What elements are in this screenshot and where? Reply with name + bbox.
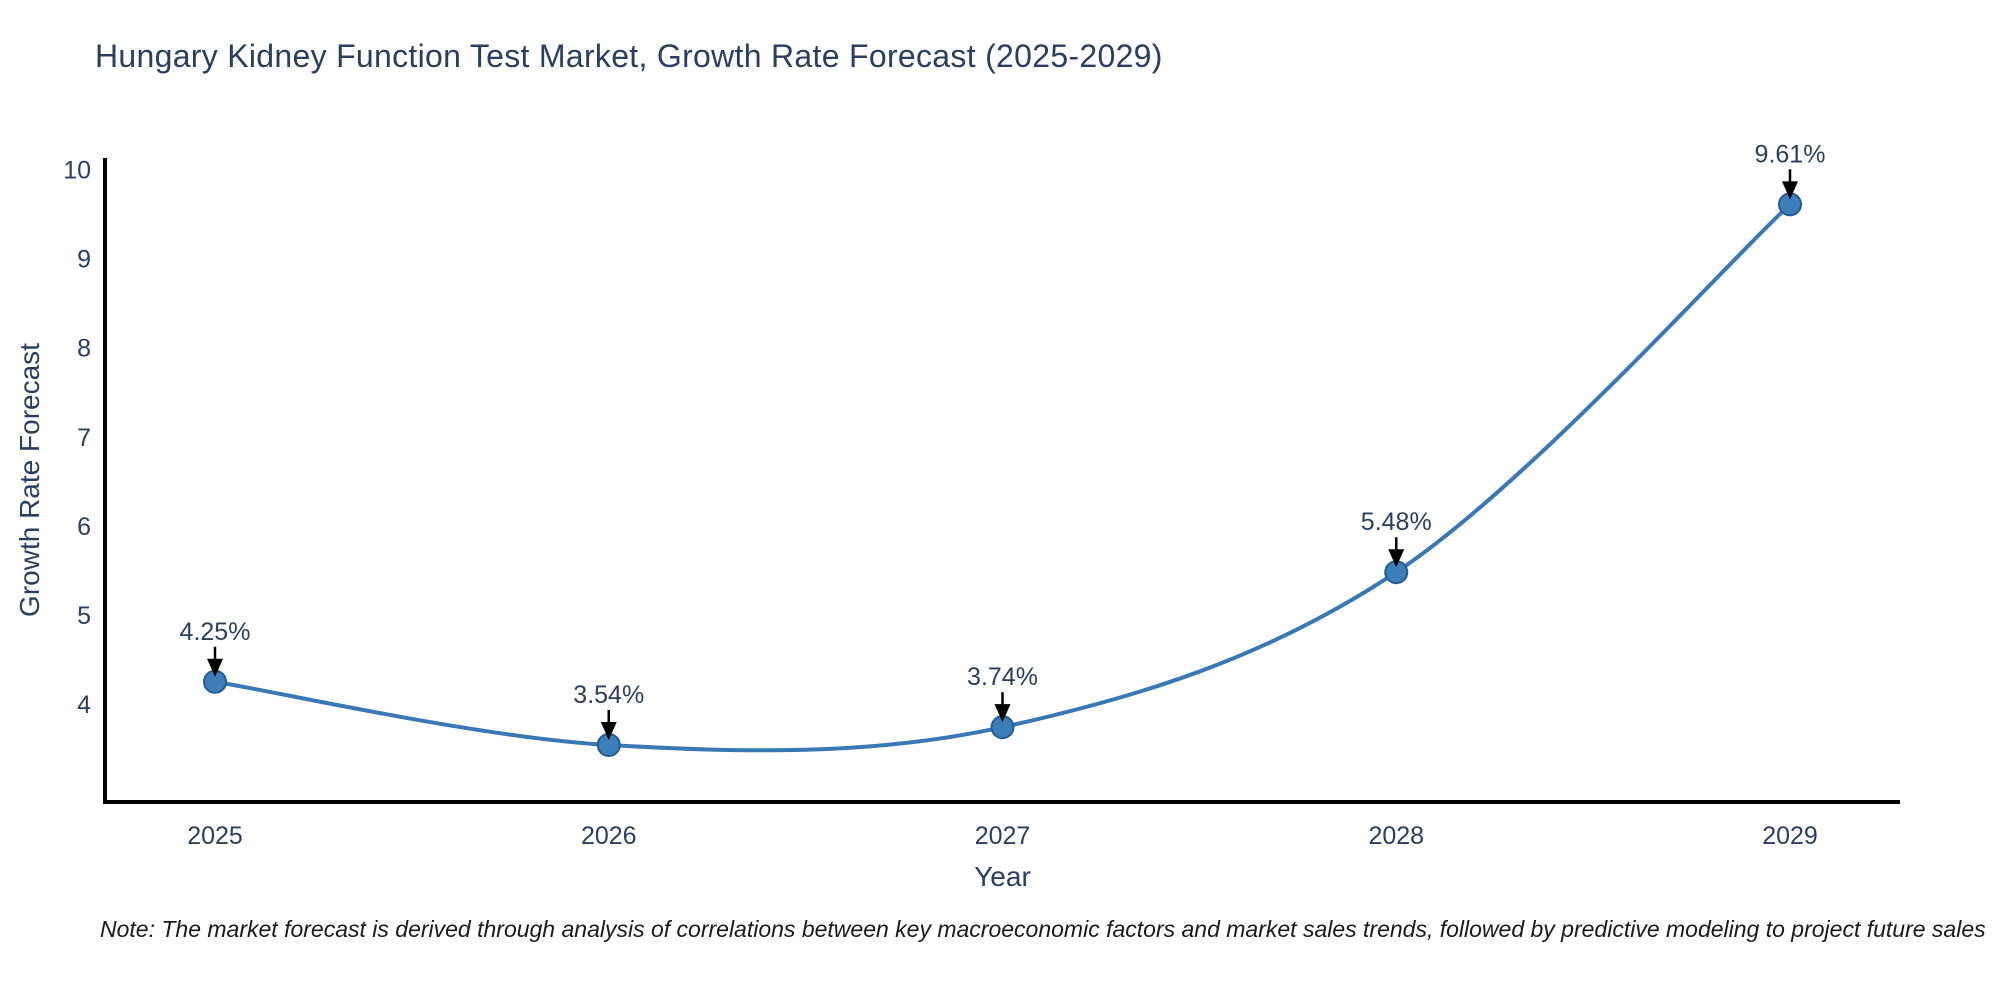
y-tick-label-10: 10 (63, 157, 91, 185)
annotation-label-2025: 4.25% (180, 618, 251, 646)
chart-footnote: Note: The market forecast is derived thr… (100, 916, 1986, 942)
chart-title: Hungary Kidney Function Test Market, Gro… (95, 38, 1163, 74)
annotation-arrowhead-2029 (1782, 181, 1798, 200)
y-tick-label-6: 6 (77, 513, 91, 541)
y-tick-label-9: 9 (77, 246, 91, 274)
x-tick-label-2027: 2027 (975, 822, 1031, 850)
x-tick-label-2029: 2029 (1762, 822, 1818, 850)
annotation-label-2027: 3.74% (967, 663, 1038, 691)
annotation-arrowhead-2027 (994, 704, 1011, 723)
y-tick-label-5: 5 (77, 602, 91, 630)
y-tick-label-7: 7 (77, 424, 91, 452)
annotation-label-2026: 3.54% (573, 681, 644, 709)
x-tick-label-2026: 2026 (581, 822, 637, 850)
annotation-arrowhead-2025 (207, 658, 223, 677)
x-axis-title: Year (974, 861, 1031, 892)
annotation-label-2028: 5.48% (1361, 508, 1432, 536)
y-axis-title: Growth Rate Forecast (14, 343, 45, 617)
x-tick-label-2025: 2025 (187, 822, 243, 850)
annotation-arrowhead-2028 (1388, 549, 1405, 568)
y-tick-label-8: 8 (77, 335, 91, 363)
y-tick-label-4: 4 (77, 691, 91, 719)
forecast-line (214, 202, 1792, 753)
x-tick-label-2028: 2028 (1368, 822, 1424, 850)
annotation-arrowhead-2026 (600, 721, 617, 740)
annotation-label-2029: 9.61% (1755, 140, 1826, 168)
